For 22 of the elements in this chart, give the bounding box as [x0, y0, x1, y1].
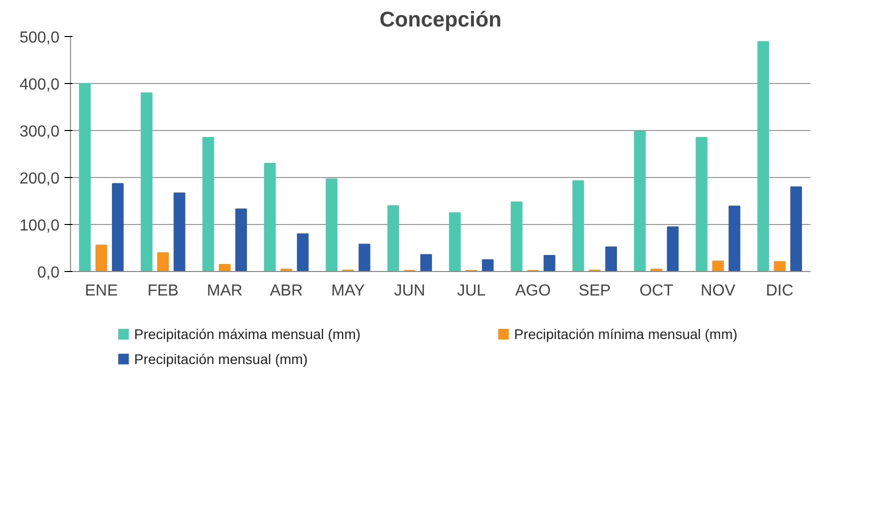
x-tick-label: OCT	[639, 282, 674, 300]
x-tick-label: DIC	[766, 282, 794, 300]
chart-title: Concepción	[379, 8, 502, 32]
y-tick-label: 400,0	[19, 76, 60, 94]
legend-label: Precipitación mensual (mm)	[134, 351, 308, 368]
x-tick-label: ABR	[270, 282, 303, 300]
x-tick-label: MAY	[331, 282, 366, 300]
y-tick-label: 300,0	[19, 124, 60, 140]
x-tick-label: MAR	[206, 282, 242, 300]
x-tick-label: JUL	[457, 282, 486, 300]
x-tick-label: JUN	[394, 282, 426, 300]
x-tick-label: ENE	[84, 282, 118, 300]
x-tick-label: FEB	[147, 282, 179, 300]
y-tick-label: 200,0	[19, 170, 60, 188]
legend-label: Precipitación mínima mensual (mm)	[514, 326, 738, 342]
x-tick-label: NOV	[700, 282, 736, 300]
y-tick-label: 100,0	[19, 218, 60, 234]
y-tick-label: 500,0	[19, 30, 60, 46]
y-tick-label: 0,0	[37, 264, 60, 282]
x-tick-label: SEP	[578, 282, 611, 300]
legend-label: Precipitación máxima mensual (mm)	[134, 326, 361, 342]
x-tick-label: AGO	[515, 282, 551, 300]
